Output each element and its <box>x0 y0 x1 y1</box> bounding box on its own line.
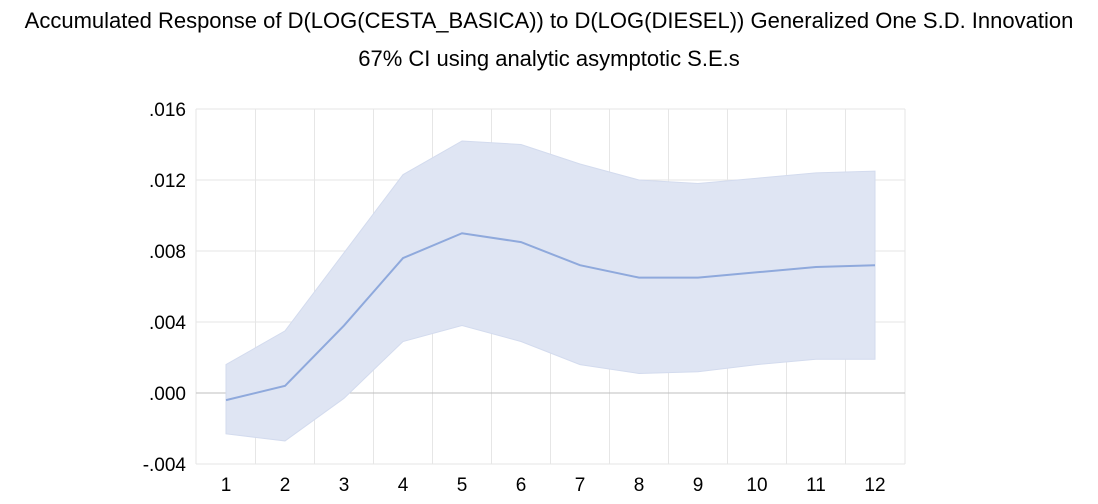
y-tick-label: .008 <box>149 242 186 263</box>
x-tick-label: 11 <box>806 475 826 496</box>
chart-subtitle: 67% CI using analytic asymptotic S.E.s <box>358 46 740 71</box>
title-block: Accumulated Response of D(LOG(CESTA_BASI… <box>0 0 1098 72</box>
y-tick-label: .012 <box>149 171 186 192</box>
x-tick-label: 6 <box>516 475 527 496</box>
y-tick-label: .000 <box>149 384 186 405</box>
x-tick-label: 2 <box>280 475 291 496</box>
x-tick-label: 4 <box>398 475 409 496</box>
x-tick-label: 3 <box>339 475 350 496</box>
x-tick-label: 10 <box>746 475 767 496</box>
x-tick-label: 8 <box>634 475 645 496</box>
y-tick-label: .016 <box>149 100 186 121</box>
x-tick-label: 7 <box>575 475 586 496</box>
y-tick-label: .004 <box>149 313 186 334</box>
x-tick-label: 5 <box>457 475 468 496</box>
chart-title: Accumulated Response of D(LOG(CESTA_BASI… <box>24 8 1074 33</box>
x-tick-label: 12 <box>864 475 885 496</box>
x-tick-label: 9 <box>693 475 704 496</box>
x-tick-label: 1 <box>221 475 232 496</box>
y-tick-label: -.004 <box>143 455 187 476</box>
response-line <box>225 232 876 402</box>
confidence-band <box>225 140 876 442</box>
